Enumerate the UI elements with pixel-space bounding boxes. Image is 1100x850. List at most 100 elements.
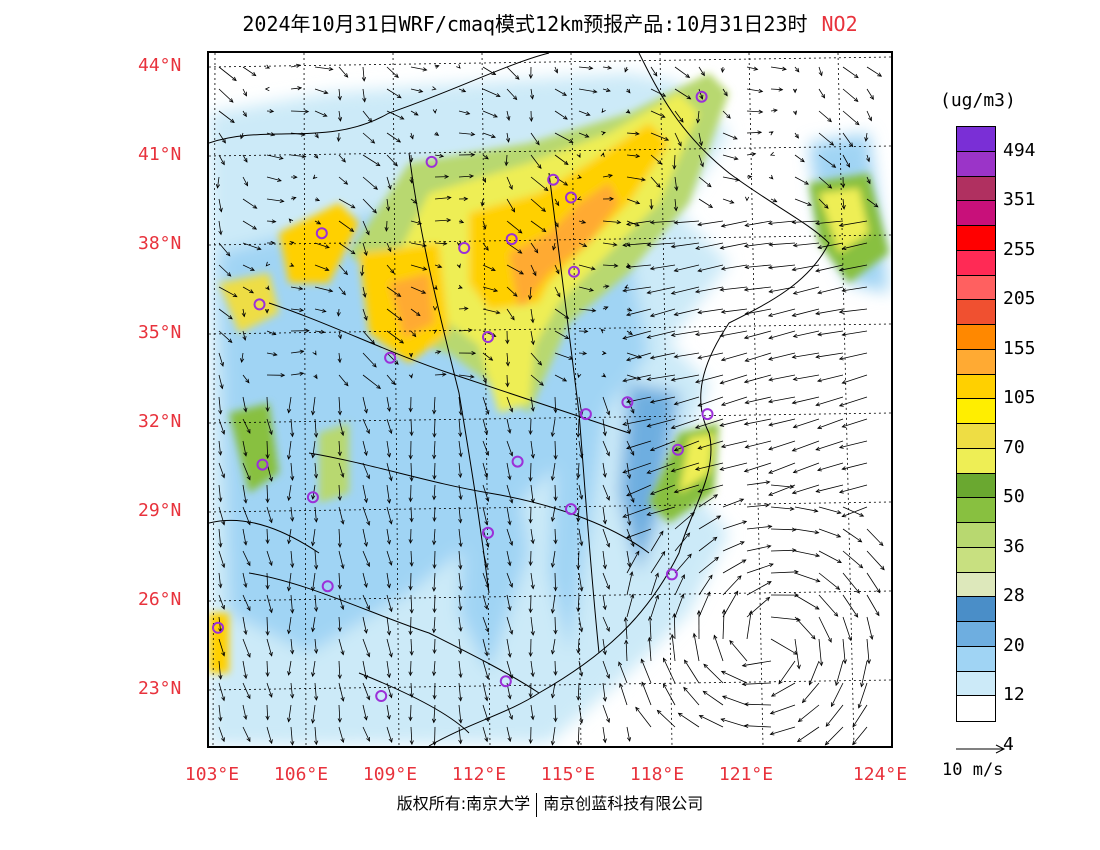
wind-arrowhead xyxy=(463,196,469,201)
wind-arrowhead xyxy=(386,630,392,636)
wind-arrowhead xyxy=(265,715,270,721)
wind-arrowhead xyxy=(469,374,475,379)
wind-vector xyxy=(362,418,370,434)
wind-vector xyxy=(839,440,868,448)
city-marker xyxy=(425,155,438,168)
wind-arrowhead xyxy=(313,607,319,613)
wind-arrowhead xyxy=(409,178,414,184)
wind-vector xyxy=(578,352,587,354)
wind-arrowhead xyxy=(394,73,399,79)
wind-arrowhead xyxy=(605,88,611,93)
wind-arrowhead xyxy=(437,264,443,269)
wind-vector xyxy=(290,87,302,90)
colorbar-swatch xyxy=(957,399,995,424)
wind-arrowhead xyxy=(791,220,797,225)
wind-vector xyxy=(602,264,618,267)
wind-arrowhead xyxy=(505,361,510,367)
wind-arrowhead xyxy=(512,292,518,297)
wind-arrowhead xyxy=(287,408,292,414)
wind-vector xyxy=(793,330,820,337)
wind-arrowhead xyxy=(576,649,581,654)
wind-arrowhead xyxy=(855,589,860,594)
wind-arrowhead xyxy=(649,399,655,404)
wind-vector xyxy=(338,418,344,436)
wind-arrowhead xyxy=(507,694,512,700)
wind-vector xyxy=(482,660,489,680)
wind-arrowhead xyxy=(743,287,749,292)
wind-arrowhead xyxy=(700,71,705,77)
wind-vector xyxy=(578,242,587,247)
wind-arrowhead xyxy=(340,738,345,744)
wind-vector xyxy=(434,264,442,268)
wind-arrowhead xyxy=(854,612,859,618)
wind-arrowhead xyxy=(673,220,679,225)
wind-vector xyxy=(674,132,682,146)
wind-arrowhead xyxy=(720,223,726,228)
wind-arrowhead xyxy=(484,605,489,610)
wind-vector xyxy=(818,154,836,168)
wind-arrowhead xyxy=(635,706,640,712)
city-marker xyxy=(306,491,319,504)
wind-vector xyxy=(663,683,676,706)
wind-arrowhead xyxy=(311,541,316,547)
wind-arrowhead xyxy=(408,497,413,503)
city-marker xyxy=(499,675,512,688)
wind-arrowhead xyxy=(792,243,798,248)
wind-vector xyxy=(218,638,225,656)
wind-arrowhead xyxy=(264,86,270,92)
wind-arrowhead xyxy=(744,400,750,405)
wind-arrowhead xyxy=(388,519,393,525)
wind-vector xyxy=(386,506,392,524)
wind-vector xyxy=(818,110,832,122)
wind-vector xyxy=(242,726,251,742)
wind-arrowhead xyxy=(491,267,496,271)
wind-arrowhead xyxy=(488,356,494,361)
wind-vector xyxy=(626,396,652,403)
wind-arrowhead xyxy=(508,715,513,721)
wind-arrowhead xyxy=(295,63,301,68)
wind-vector xyxy=(721,718,748,728)
wind-vector xyxy=(842,594,859,618)
wind-arrowhead xyxy=(683,686,688,692)
wind-arrowhead xyxy=(290,649,295,655)
wind-vector xyxy=(770,506,794,510)
wind-arrowhead xyxy=(550,608,555,614)
wind-arrowhead xyxy=(432,475,437,480)
wind-arrowhead xyxy=(649,491,655,495)
wind-arrowhead xyxy=(625,264,631,270)
colorbar-label: 28 xyxy=(1003,585,1025,607)
wind-vector xyxy=(746,481,770,486)
wind-vector xyxy=(433,462,436,480)
wind-vector xyxy=(703,690,724,706)
wind-arrowhead xyxy=(244,181,249,187)
wind-arrowhead xyxy=(852,722,857,728)
wind-vector xyxy=(721,352,748,361)
wind-arrowhead xyxy=(556,292,561,298)
wind-arrowhead xyxy=(534,248,539,254)
wind-vector xyxy=(506,506,511,525)
wind-vector xyxy=(552,550,556,568)
wind-arrowhead xyxy=(768,492,774,496)
wind-arrowhead xyxy=(677,712,683,717)
wind-arrowhead xyxy=(847,636,852,642)
colorbar-unit: (ug/m3) xyxy=(940,90,1016,111)
wind-arrowhead xyxy=(838,489,844,494)
wind-vector xyxy=(578,528,583,546)
wind-vector xyxy=(626,484,652,496)
wind-vector xyxy=(410,704,412,721)
wind-vector xyxy=(578,572,583,591)
wind-vector xyxy=(650,154,662,165)
wind-vector xyxy=(482,440,489,456)
wind-vector xyxy=(266,616,269,636)
wind-arrowhead xyxy=(815,553,821,558)
wind-arrowhead xyxy=(246,652,251,658)
wind-arrowhead xyxy=(791,354,797,359)
wind-vector xyxy=(554,528,557,544)
wind-arrowhead xyxy=(859,512,865,517)
wind-arrowhead xyxy=(228,315,233,320)
wind-vector xyxy=(506,198,515,213)
wind-vector xyxy=(386,242,392,252)
wind-arrowhead xyxy=(836,533,842,538)
wind-arrowhead xyxy=(484,563,489,569)
wind-arrowhead xyxy=(622,469,628,474)
